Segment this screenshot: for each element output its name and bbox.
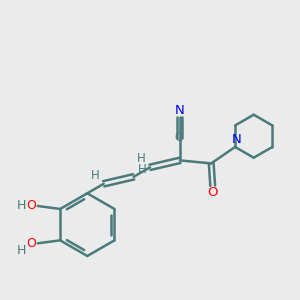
Text: H: H (137, 152, 146, 166)
Text: N: N (232, 133, 242, 146)
Text: N: N (175, 104, 185, 117)
Text: H: H (138, 163, 146, 176)
Text: C: C (175, 131, 183, 145)
Text: H: H (16, 244, 26, 257)
Text: O: O (208, 186, 218, 199)
Text: O: O (26, 237, 36, 250)
Text: H: H (16, 200, 26, 212)
Text: H: H (91, 169, 100, 182)
Text: O: O (26, 200, 36, 212)
